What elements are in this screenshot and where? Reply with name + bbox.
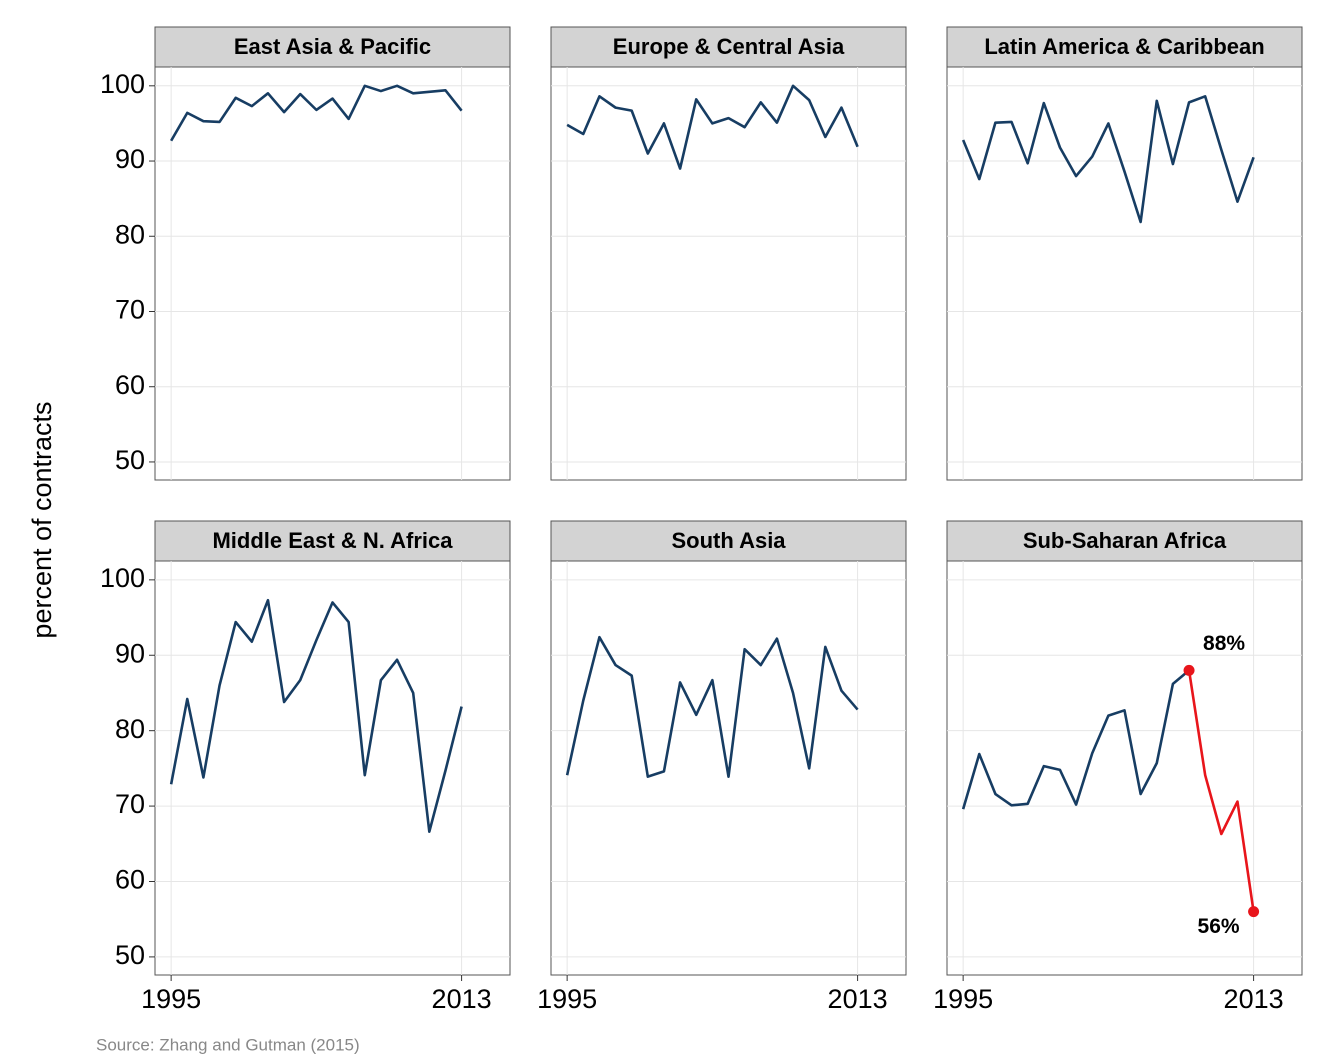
strip	[154, 520, 511, 562]
data-label: 56%	[1198, 915, 1240, 938]
strip	[946, 26, 1303, 68]
data-line	[170, 84, 463, 142]
y-tick-label: 60	[115, 370, 145, 400]
data-line	[169, 598, 463, 834]
strip-title: Middle East & N. Africa	[212, 528, 453, 553]
y-tick-label: 50	[115, 940, 145, 970]
panel	[946, 66, 1303, 481]
data-line	[566, 84, 859, 170]
x-tick-label: 1995	[141, 984, 201, 1014]
strip-title: Sub-Saharan Africa	[1023, 528, 1227, 553]
x-tick-label: 2013	[432, 984, 492, 1014]
panel	[550, 66, 907, 481]
strip-title: Latin America & Caribbean	[984, 34, 1264, 59]
y-axis-label: percent of contracts	[27, 401, 57, 638]
x-tick-label: 2013	[828, 984, 888, 1014]
data-line	[961, 95, 1255, 224]
y-tick-label: 90	[115, 638, 145, 668]
data-label: 88%	[1203, 632, 1245, 655]
panel	[154, 66, 511, 481]
data-point	[1183, 664, 1195, 676]
strip	[550, 520, 907, 562]
strip	[154, 26, 511, 68]
strip	[946, 520, 1303, 562]
panel	[154, 560, 511, 976]
y-tick-label: 50	[115, 445, 145, 475]
y-tick-label: 90	[115, 144, 145, 174]
y-tick-label: 70	[115, 789, 145, 819]
strip-title: East Asia & Pacific	[234, 34, 431, 59]
data-line	[961, 669, 1190, 810]
y-tick-label: 70	[115, 295, 145, 325]
data-line	[565, 635, 859, 778]
y-tick-label: 100	[100, 69, 145, 99]
data-line	[1187, 670, 1255, 912]
x-tick-label: 1995	[933, 984, 993, 1014]
source: Source: Zhang and Gutman (2015)	[96, 1035, 360, 1054]
y-tick-label: 60	[115, 865, 145, 895]
strip-title: South Asia	[671, 528, 786, 553]
y-tick-label: 80	[115, 219, 145, 249]
data-point	[1248, 906, 1260, 918]
strip	[550, 26, 907, 68]
y-tick-label: 100	[100, 563, 145, 593]
strip-title: Europe & Central Asia	[613, 34, 845, 59]
x-tick-label: 1995	[537, 984, 597, 1014]
y-tick-label: 80	[115, 714, 145, 744]
x-tick-label: 2013	[1224, 984, 1284, 1014]
panel	[946, 560, 1303, 976]
